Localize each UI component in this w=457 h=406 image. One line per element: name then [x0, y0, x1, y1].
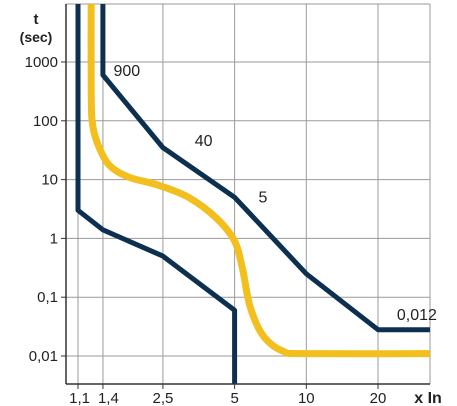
x-tick-label: 1,1: [69, 390, 90, 406]
series-line-2: [103, 0, 436, 330]
curve-annotation: 0,012: [397, 307, 437, 324]
x-tick-label: 20: [370, 390, 387, 406]
series-group: [78, 0, 436, 406]
y-axis-title: t: [34, 11, 39, 28]
x-tick-label: 10: [298, 390, 315, 406]
series-line-3: [91, 0, 436, 354]
y-tick-label: 0,01: [29, 348, 58, 365]
y-tick-label: 1: [50, 230, 58, 247]
curve-annotation: 900: [113, 63, 140, 80]
y-axis-unit: (sec): [20, 29, 53, 45]
curve-annotation: 40: [195, 133, 213, 150]
y-tick-label: 100: [33, 113, 58, 130]
x-tick-label: 2,5: [152, 390, 173, 406]
y-tick-label: 10: [41, 172, 58, 189]
y-tick-label: 0,1: [37, 289, 58, 306]
x-axis-title: x In: [414, 390, 442, 406]
x-tick-label: 5: [230, 390, 238, 406]
x-tick-label: 1,4: [98, 390, 119, 406]
y-tick-label: 1000: [25, 54, 58, 71]
curve-annotation: 5: [259, 189, 268, 206]
